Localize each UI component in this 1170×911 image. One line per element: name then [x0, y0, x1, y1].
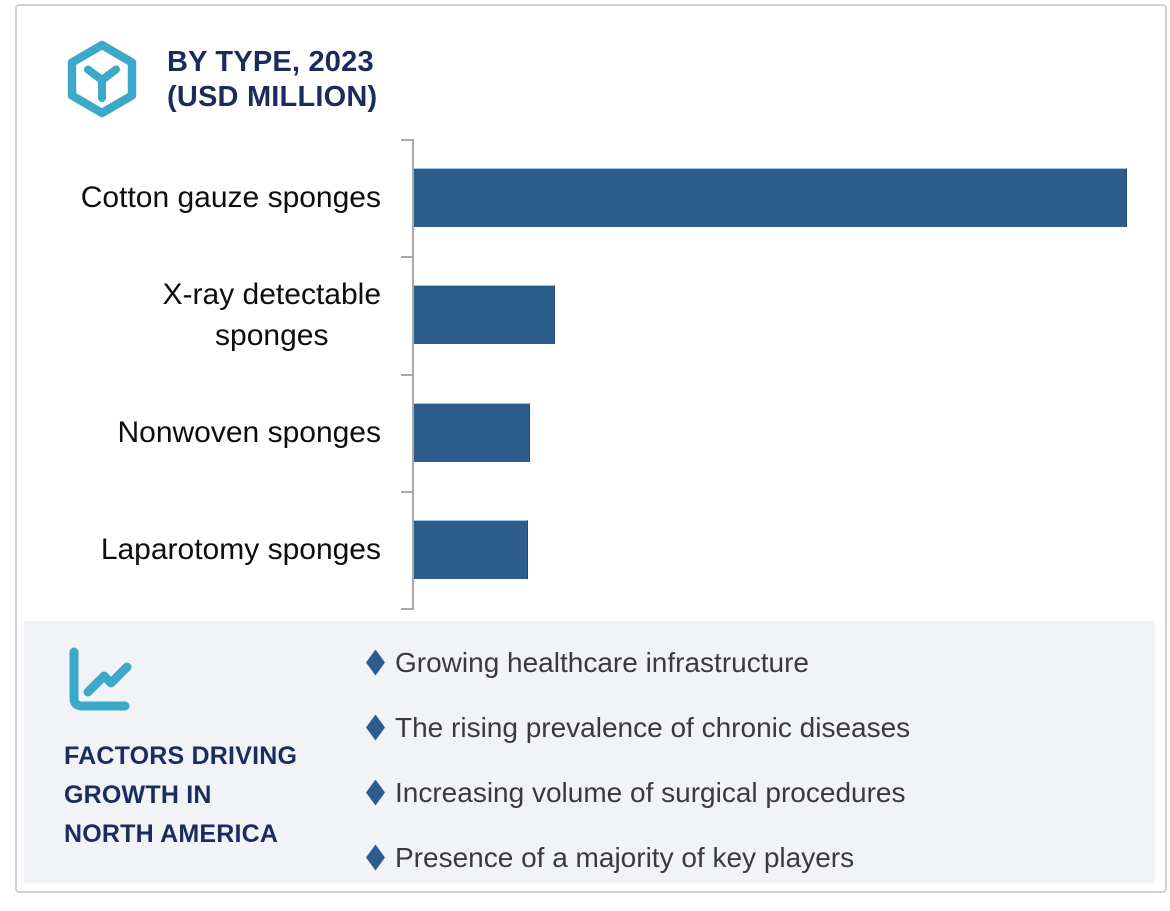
- line-chart-icon: [69, 647, 132, 711]
- chart-title-line2: (USD MILLION): [167, 81, 378, 113]
- category-label-text: X-ray detectable sponges: [162, 277, 381, 352]
- chart-row: Laparotomy sponges: [17, 491, 1165, 608]
- axis-tick: [401, 608, 413, 610]
- factor-item: Growing healthcare infrastructure: [366, 630, 910, 695]
- diamond-bullet-icon: [366, 779, 385, 806]
- category-label-text: Cotton gauze sponges: [80, 181, 381, 215]
- factor-text: Growing healthcare infrastructure: [395, 646, 809, 678]
- category-axis: [412, 139, 414, 610]
- chart-title: BY TYPE, 2023 (USD MILLION): [167, 45, 377, 115]
- factor-item: Increasing volume of surgical procedures: [366, 760, 910, 825]
- axis-tick: [401, 139, 413, 141]
- factors-heading: FACTORS DRIVING GROWTH IN NORTH AMERICA: [64, 742, 298, 848]
- chart-row: X-ray detectable sponges: [17, 256, 1165, 373]
- category-label-text: Laparotomy sponges: [100, 532, 381, 566]
- factor-text: Presence of a majority of key players: [395, 841, 855, 873]
- axis-tick: [401, 256, 413, 259]
- diamond-bullet-icon: [366, 844, 385, 871]
- bar: [414, 168, 1127, 228]
- diamond-bullet-icon: [366, 714, 385, 741]
- category-label: Laparotomy sponges: [17, 529, 389, 570]
- factors-list: Growing healthcare infrastructure The ris…: [366, 630, 910, 890]
- chart-row: Nonwoven sponges: [17, 374, 1165, 491]
- hexagon-cube-icon: [67, 40, 137, 118]
- bar: [414, 402, 531, 462]
- bar-chart: Cotton gauze sponges X-ray detectable spo…: [17, 139, 1165, 609]
- category-label: X-ray detectable sponges: [17, 274, 389, 356]
- factor-item: Presence of a majority of key players: [366, 825, 910, 890]
- category-label: Nonwoven sponges: [17, 412, 389, 453]
- infographic-panel: BY TYPE, 2023 (USD MILLION) Cotton gauze…: [15, 4, 1167, 893]
- bar: [414, 519, 529, 579]
- category-label-text: Nonwoven sponges: [117, 415, 381, 449]
- axis-tick: [401, 373, 413, 376]
- factor-text: Increasing volume of surgical procedures: [395, 776, 906, 808]
- factors-panel: FACTORS DRIVING GROWTH IN NORTH AMERICA …: [24, 621, 1155, 883]
- bar: [414, 285, 556, 345]
- chart-title-line1: BY TYPE, 2023: [167, 46, 374, 78]
- category-label: Cotton gauze sponges: [17, 177, 389, 218]
- axis-tick: [401, 490, 413, 493]
- factor-text: The rising prevalence of chronic disease…: [395, 711, 911, 743]
- chart-row: Cotton gauze sponges: [17, 139, 1165, 256]
- diamond-bullet-icon: [366, 649, 385, 676]
- factor-item: The rising prevalence of chronic disease…: [366, 695, 910, 760]
